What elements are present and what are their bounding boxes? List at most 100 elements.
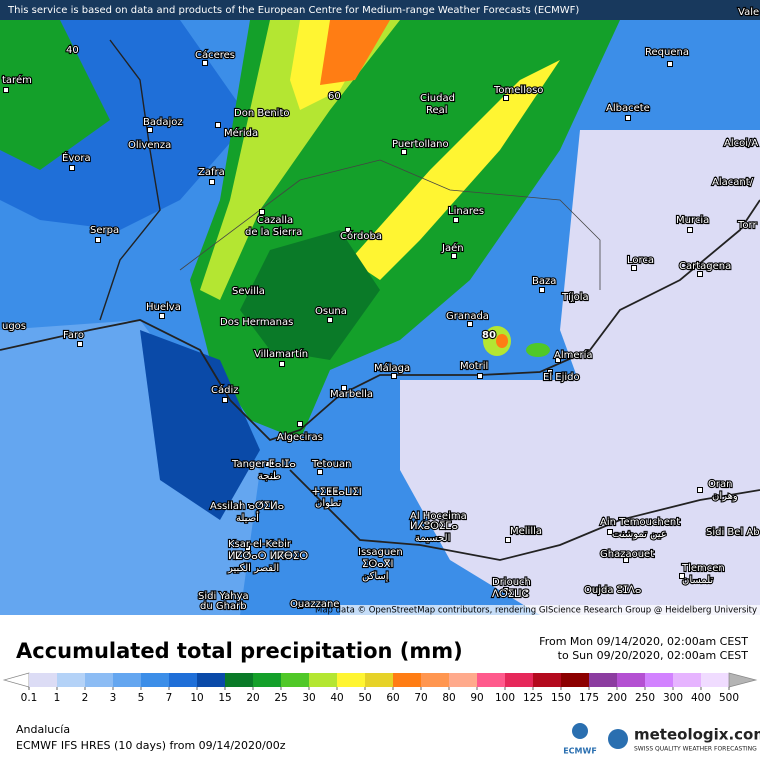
contour-label: 40 <box>66 45 79 56</box>
city-marker <box>69 165 75 171</box>
city-label: Albacete <box>606 103 650 114</box>
rain-area <box>400 380 760 615</box>
rain-area <box>560 130 760 440</box>
border <box>179 159 601 290</box>
city-marker <box>202 60 208 66</box>
colorbar-swatch <box>421 673 449 687</box>
rain-area <box>526 343 550 357</box>
city-marker <box>623 557 629 563</box>
city-label: طنجة <box>258 471 281 482</box>
colorbar-tick-label: 150 <box>551 692 571 704</box>
city-label: Sidi Bel Ab <box>706 527 760 538</box>
city-label: Mérida <box>224 127 258 139</box>
city-label: ⵍⵃⵓⵙⵉⵎⴰ <box>410 521 458 532</box>
city-marker <box>259 209 265 215</box>
city-label: Cádiz <box>211 384 239 396</box>
city-label: وهران <box>712 491 738 502</box>
colorbar-swatch <box>561 673 589 687</box>
colorbar-swatch <box>533 673 561 687</box>
city-marker <box>569 297 575 303</box>
city-label: Assilah ⴰⵚⵉⵍⴰ <box>210 501 284 512</box>
city-marker <box>697 487 703 493</box>
city-marker <box>437 109 443 115</box>
model-info: ECMWF IFS HRES (10 days) from 09/14/2020… <box>16 739 286 752</box>
colorbar-tick-label: 400 <box>691 692 711 704</box>
city-marker <box>607 529 613 535</box>
city-marker <box>265 461 271 467</box>
city-label: القصر الكبير <box>227 563 279 574</box>
meteologix-logo <box>608 729 628 749</box>
city-label: Issaguen <box>358 547 403 558</box>
colorbar-tick-label: 50 <box>358 692 371 704</box>
city-marker <box>539 287 545 293</box>
colorbar-swatch <box>225 673 253 687</box>
city-marker <box>369 549 375 555</box>
city-marker <box>3 87 9 93</box>
coastline <box>0 199 760 442</box>
city-marker <box>341 385 347 391</box>
colorbar-swatch <box>337 673 365 687</box>
colorbar-tick-label: 300 <box>663 692 683 704</box>
colorbar-tick-label: 1 <box>54 692 61 704</box>
colorbar-swatch <box>57 673 85 687</box>
colorbar-swatch <box>85 673 113 687</box>
city-marker <box>679 573 685 579</box>
city-marker <box>77 341 83 347</box>
colorbar-tick-label: 60 <box>386 692 399 704</box>
city-label: Tomelloso <box>493 85 543 96</box>
attribution: Map data © OpenStreetMap contributors, r… <box>315 606 757 616</box>
colorbar-tick-label: 10 <box>190 692 203 704</box>
brand-name: meteologix.com <box>634 726 760 744</box>
city-marker <box>503 95 509 101</box>
city-marker <box>345 227 351 233</box>
city-marker <box>595 587 601 593</box>
city-label: Requena <box>645 47 689 58</box>
colorbar-tick-label: 2 <box>82 692 89 704</box>
city-label: Huelva <box>146 302 181 313</box>
colorbar-tick-label: 30 <box>302 692 315 704</box>
city-label: Tetouan <box>311 459 351 470</box>
rain-area <box>496 334 508 348</box>
city-label: El Ejido <box>543 372 580 383</box>
city-label: Melilla <box>510 526 542 537</box>
city-label: الحسيمة <box>415 533 450 544</box>
colorbar-tick-label: 0.1 <box>21 692 38 704</box>
city-marker <box>327 317 333 323</box>
colorbar-tick-label: 25 <box>274 692 287 704</box>
city-label: Vale <box>738 7 759 18</box>
city-label: ⴷⵔⵉⵡⵛ <box>492 589 529 600</box>
city-label: Ksar-el-Kebir <box>228 539 292 550</box>
city-marker <box>159 313 165 319</box>
city-label: Cartagena <box>679 261 731 272</box>
city-marker <box>547 369 553 375</box>
city-label: Murcia <box>676 215 709 226</box>
colorbar-tick-label: 20 <box>246 692 259 704</box>
colorbar-tick-label: 5 <box>138 692 145 704</box>
rain-area <box>140 330 260 520</box>
colorbar-tick-label: 500 <box>719 692 739 704</box>
city-marker <box>451 253 457 259</box>
city-marker <box>247 503 253 509</box>
city-marker <box>209 179 215 185</box>
colorbar-swatch <box>505 673 533 687</box>
colorbar-swatch <box>281 673 309 687</box>
colorbar-swatch <box>617 673 645 687</box>
city-label: Linares <box>448 206 484 217</box>
city-label: Alcoi/A <box>724 138 758 149</box>
legend: Accumulated total precipitation (mm) Fro… <box>2 635 760 756</box>
city-label: Oran <box>708 479 732 490</box>
city-marker <box>279 361 285 367</box>
city-marker <box>222 397 228 403</box>
city-marker <box>467 321 473 327</box>
header-bar <box>0 0 760 20</box>
city-marker <box>687 227 693 233</box>
colorbar-tick-label: 100 <box>495 692 515 704</box>
colorbar-tick-label: 7 <box>166 692 173 704</box>
colorbar-tick-label: 175 <box>579 692 599 704</box>
city-label: Ain Temouchent <box>600 517 680 528</box>
city-label: Badajoz <box>143 117 183 128</box>
colorbar-swatch <box>645 673 673 687</box>
brand-tagline: SWISS QUALITY WEATHER FORECASTING <box>634 746 757 753</box>
city-label: Marbella <box>330 389 373 400</box>
city-label: Serpa <box>90 225 119 236</box>
